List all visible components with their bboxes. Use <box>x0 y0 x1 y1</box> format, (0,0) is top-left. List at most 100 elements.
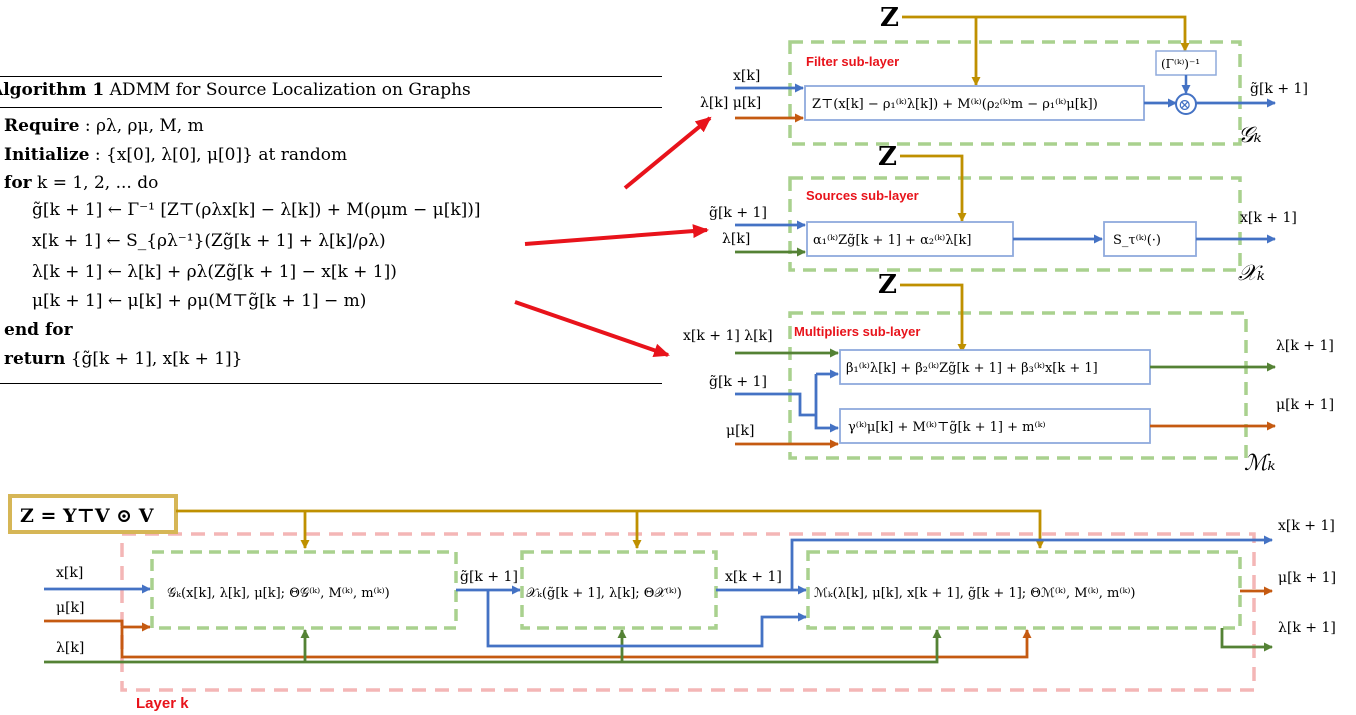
filter-z-label: Z <box>880 3 899 33</box>
sources-sublayer: Z Sources sub-layer g̃[k + 1] λ[k] α₁⁽ᵏ⁾… <box>709 142 1297 286</box>
multipliers-z-wire <box>900 283 967 353</box>
algorithm-line: λ[k + 1] ← λ[k] + ρλ(Zg̃[k + 1] − x[k + … <box>32 262 397 282</box>
layer-mu-bus <box>120 627 1032 659</box>
sources-output-label: x[k + 1] <box>1240 210 1297 226</box>
threshold-operator: S_τ⁽ᵏ⁾(·) <box>1113 233 1161 248</box>
sources-input-lambda: λ[k] <box>722 231 750 247</box>
sources-formula-box <box>806 221 1014 257</box>
algorithm-keyword: Require <box>4 116 80 136</box>
multipliers-sublayer: Z Multipliers sub-layer x[k + 1] λ[k] g̃… <box>683 270 1334 476</box>
multipliers-z-label: Z <box>878 270 897 300</box>
multipliers-block-name: ℳₖ <box>1244 451 1276 476</box>
algorithm-statement: x[k + 1] ← S_{ρλ⁻¹}(Zg̃[k + 1] + λ[k]/ρλ… <box>32 231 386 251</box>
pointer-to-sources-arrow <box>524 224 709 246</box>
layer-z-bus <box>176 509 1045 549</box>
sources-z-label: Z <box>878 142 897 172</box>
lambda-update-formula: β₁⁽ᵏ⁾λ[k] + β₂⁽ᵏ⁾Zg̃[k + 1] + β₃⁽ᵏ⁾x[k +… <box>846 361 1098 376</box>
g-block-formula: 𝒢ₖ(x[k], λ[k], μ[k]; Θ𝒢⁽ᵏ⁾, M⁽ᵏ⁾, m⁽ᵏ⁾) <box>167 586 390 601</box>
layer-input-lambda: λ[k] <box>56 640 84 656</box>
multipliers-input-x-lambda: x[k + 1] λ[k] <box>683 328 773 344</box>
algorithm-statement: : {x[0], λ[0], μ[0]} at random <box>89 145 348 165</box>
pointer-arrows <box>514 116 712 358</box>
algorithm-keyword: end for <box>4 320 73 340</box>
layer-mu-arrow <box>44 619 151 632</box>
multipliers-input-mu: μ[k] <box>726 423 755 439</box>
m-block-formula: ℳₖ(λ[k], μ[k], x[k + 1], g̃[k + 1]; Θℳ⁽ᵏ… <box>814 586 1135 601</box>
filter-output-label: g̃[k + 1] <box>1250 81 1308 97</box>
layer-output-x-label: x[k + 1] <box>1278 518 1335 534</box>
algorithm-keyword: return <box>4 349 66 369</box>
g-to-m-arrow <box>486 590 807 648</box>
layer-x-output-arrow <box>790 535 1273 590</box>
filter-block-name: 𝒢ₖ <box>1238 123 1262 148</box>
filter-input-lambda-mu: λ[k] μ[k] <box>700 95 761 111</box>
layer-output-mu-label: μ[k + 1] <box>1278 570 1336 586</box>
sources-heading: Sources sub-layer <box>806 188 919 203</box>
layer-mid-x-label: x[k + 1] <box>725 569 782 585</box>
filter-dashed-frame <box>788 40 1242 146</box>
algorithm-title-rule <box>0 107 662 108</box>
algorithm-line: return {g̃[k + 1], x[k + 1]} <box>4 349 243 369</box>
multipliers-g-lower-arrow <box>814 374 839 433</box>
sources-block-name: 𝒳ₖ <box>1238 261 1265 286</box>
layer-mid-g-label: g̃[k + 1] <box>460 569 518 585</box>
z-definition-box <box>8 494 178 534</box>
multipliers-g-split <box>735 392 816 417</box>
lambda-output-label: λ[k + 1] <box>1276 338 1334 354</box>
layer-k: Z = Y⊤V ⊙ V x[k] μ[k] λ[k] 𝒢ₖ(x[k], λ[k]… <box>8 494 1336 712</box>
filter-formula-box <box>804 85 1145 121</box>
multipliers-dashed-frame <box>788 311 1248 460</box>
algorithm-statement: {g̃[k + 1], x[k + 1]} <box>65 349 243 369</box>
algorithm-bottom-rule <box>0 383 662 384</box>
layer-input-mu: μ[k] <box>56 600 85 616</box>
filter-input-x: x[k] <box>733 68 760 84</box>
algorithm-top-rule <box>0 76 662 77</box>
layer-dashed-frame <box>120 532 1256 692</box>
filter-heading: Filter sub-layer <box>806 54 899 69</box>
algorithm-number: Algorithm 1 <box>0 80 105 100</box>
algorithm-line: for k = 1, 2, ... do <box>4 173 158 193</box>
layer-input-x: x[k] <box>56 565 83 581</box>
sources-formula: α₁⁽ᵏ⁾Zg̃[k + 1] + α₂⁽ᵏ⁾λ[k] <box>813 233 971 248</box>
algorithm-statement: λ[k + 1] ← λ[k] + ρλ(Zg̃[k + 1] − x[k + … <box>32 262 397 282</box>
x-block-formula: 𝒳ₖ(g̃[k + 1], λ[k]; Θ𝒳⁽ᵏ⁾) <box>526 586 682 601</box>
pointer-to-filter-arrow <box>623 116 712 190</box>
algorithm-title-text: ADMM for Source Localization on Graphs <box>109 80 471 100</box>
algorithm-line: μ[k + 1] ← μ[k] + ρμ(M⊤g̃[k + 1] − m) <box>32 291 366 311</box>
layer-lambda-output-arrow <box>1220 628 1273 652</box>
lambda-update-box <box>839 349 1151 385</box>
algorithm-keyword: for <box>4 173 32 193</box>
sources-input-g: g̃[k + 1] <box>709 205 767 221</box>
algorithm-statement: : ρλ, ρμ, M, m <box>79 116 204 136</box>
pointer-to-multipliers-arrow <box>514 300 670 358</box>
algorithm-keyword: Initialize <box>4 145 90 165</box>
threshold-box <box>1103 221 1197 257</box>
layer-k-label: Layer k <box>136 695 189 712</box>
mu-update-box <box>839 408 1151 444</box>
multiply-icon: ⊗ <box>1178 95 1191 114</box>
algorithm-line: Initialize : {x[0], λ[0], μ[0]} at rando… <box>4 145 347 165</box>
algorithm-statement: g̃[k + 1] ← Γ⁻¹ [Z⊤(ρλx[k] − λ[k]) + M(ρ… <box>32 200 481 220</box>
z-definition-formula: Z = Y⊤V ⊙ V <box>20 505 155 527</box>
layer-output-lambda-label: λ[k + 1] <box>1278 620 1336 636</box>
multipliers-input-g: g̃[k + 1] <box>709 374 767 390</box>
mu-output-label: μ[k + 1] <box>1276 397 1334 413</box>
layer-lambda-bus <box>44 629 942 664</box>
algorithm-line: g̃[k + 1] ← Γ⁻¹ [Z⊤(ρλx[k] − λ[k]) + M(ρ… <box>32 200 481 220</box>
algorithm-title: Algorithm 1 ADMM for Source Localization… <box>0 80 471 100</box>
multipliers-heading: Multipliers sub-layer <box>794 324 920 339</box>
algorithm-line: Require : ρλ, ρμ, M, m <box>4 116 204 136</box>
gamma-inverse-box <box>1155 50 1217 76</box>
algorithm-line: end for <box>4 320 73 340</box>
m-block-frame <box>806 550 1242 630</box>
algorithm-statement: k = 1, 2, ... do <box>31 173 159 193</box>
algorithm-panel: Algorithm 1 ADMM for Source Localization… <box>0 76 662 386</box>
sources-z-wire <box>900 154 967 222</box>
mu-update-formula: γ⁽ᵏ⁾μ[k] + M⁽ᵏ⁾⊤g̃[k + 1] + m⁽ᵏ⁾ <box>848 420 1046 435</box>
gamma-inverse-label: (Γ⁽ᵏ⁾)⁻¹ <box>1161 57 1200 71</box>
algorithm-statement: μ[k + 1] ← μ[k] + ρμ(M⊤g̃[k + 1] − m) <box>32 291 367 311</box>
filter-formula: Z⊤(x[k] − ρ₁⁽ᵏ⁾λ[k]) + M⁽ᵏ⁾(ρ₂⁽ᵏ⁾m − ρ₁⁽… <box>812 97 1098 112</box>
algorithm-line: x[k + 1] ← S_{ρλ⁻¹}(Zg̃[k + 1] + λ[k]/ρλ… <box>32 231 386 251</box>
filter-sublayer: Z Filter sub-layer x[k] λ[k] μ[k] Z⊤(x[k… <box>700 3 1308 148</box>
